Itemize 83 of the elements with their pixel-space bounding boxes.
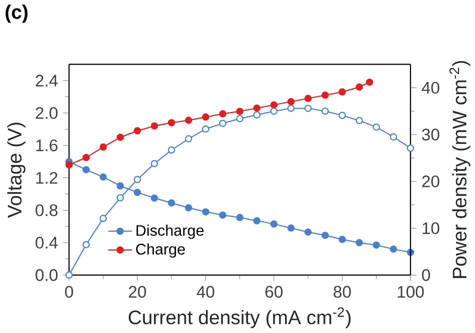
y-tick-label: 1.2: [36, 172, 58, 184]
y2-tick-label: 0: [422, 269, 430, 282]
y2-tick-label: 40: [422, 82, 440, 94]
x-tick-label: 0: [65, 286, 74, 298]
chart-title: (c): [6, 4, 28, 23]
point: [338, 112, 346, 120]
point: [372, 242, 380, 249]
y2-tick-label: 30: [422, 128, 440, 141]
point: [270, 220, 278, 228]
point: [219, 212, 226, 219]
legend-label: Discharge: [136, 224, 204, 239]
point: [134, 176, 141, 184]
point: [390, 246, 398, 253]
y2-tick-label: 10: [422, 222, 440, 234]
point: [150, 194, 158, 202]
point: [184, 135, 192, 143]
point: [390, 133, 398, 141]
point: [356, 239, 363, 246]
point: [287, 224, 295, 232]
point: [287, 98, 295, 106]
y-tick-label: 0.0: [36, 269, 58, 282]
point: [168, 146, 176, 154]
y2-tick-label: 20: [422, 176, 440, 188]
point: [82, 154, 90, 162]
point: [184, 116, 192, 124]
y-axis-title: Voltage (V): [7, 122, 26, 218]
point: [168, 199, 176, 207]
point: [322, 232, 329, 240]
x-axis-title: Current density (mA cm$^{-2}$): [128, 307, 351, 328]
point: [338, 236, 346, 244]
point: [270, 108, 278, 115]
point: [253, 111, 260, 119]
point: [219, 110, 226, 118]
y-tick-label: 2.0: [36, 107, 58, 119]
point: [366, 78, 374, 86]
x-tick-label: 60: [265, 286, 283, 298]
point: [219, 120, 226, 128]
point: [82, 241, 90, 248]
point: [116, 134, 124, 142]
point: [236, 115, 244, 122]
point: [150, 160, 158, 168]
point: [116, 182, 124, 190]
y-tick-label: 0.8: [36, 204, 58, 216]
point: [253, 104, 260, 112]
y-tick-label: 2.4: [36, 74, 58, 86]
point: [253, 217, 260, 224]
point: [100, 173, 107, 181]
point: [202, 125, 210, 133]
x-tick-label: 40: [196, 286, 214, 298]
point: [338, 88, 346, 96]
point: [304, 94, 312, 102]
point: [406, 144, 414, 152]
point: [116, 194, 124, 202]
x-tick-label: 80: [334, 286, 351, 298]
x-tick-label: 100: [398, 286, 424, 298]
point: [134, 188, 141, 196]
point: [168, 119, 176, 126]
x-tick-label: 20: [128, 286, 146, 298]
y-tick-label: 0.4: [36, 236, 58, 249]
point: [202, 114, 210, 121]
point: [65, 272, 73, 279]
legend-label: Charge: [136, 243, 185, 258]
point: [236, 108, 244, 116]
y-tick-label: 1.6: [36, 140, 58, 152]
point: [100, 143, 107, 151]
point: [270, 101, 278, 109]
point: [322, 92, 329, 99]
point: [184, 204, 192, 212]
point: [82, 166, 90, 174]
point: [304, 104, 312, 112]
point: [236, 214, 244, 222]
point: [202, 208, 210, 216]
point: [287, 104, 295, 112]
point: [134, 127, 141, 135]
point: [356, 84, 363, 91]
point: [372, 124, 380, 131]
point: [322, 108, 329, 115]
point: [150, 122, 158, 130]
point: [304, 228, 312, 236]
y2-axis-title: Power density (mW cm$^{-2}$): [450, 61, 470, 278]
point: [356, 117, 363, 124]
point: [65, 161, 73, 169]
point: [100, 214, 107, 222]
